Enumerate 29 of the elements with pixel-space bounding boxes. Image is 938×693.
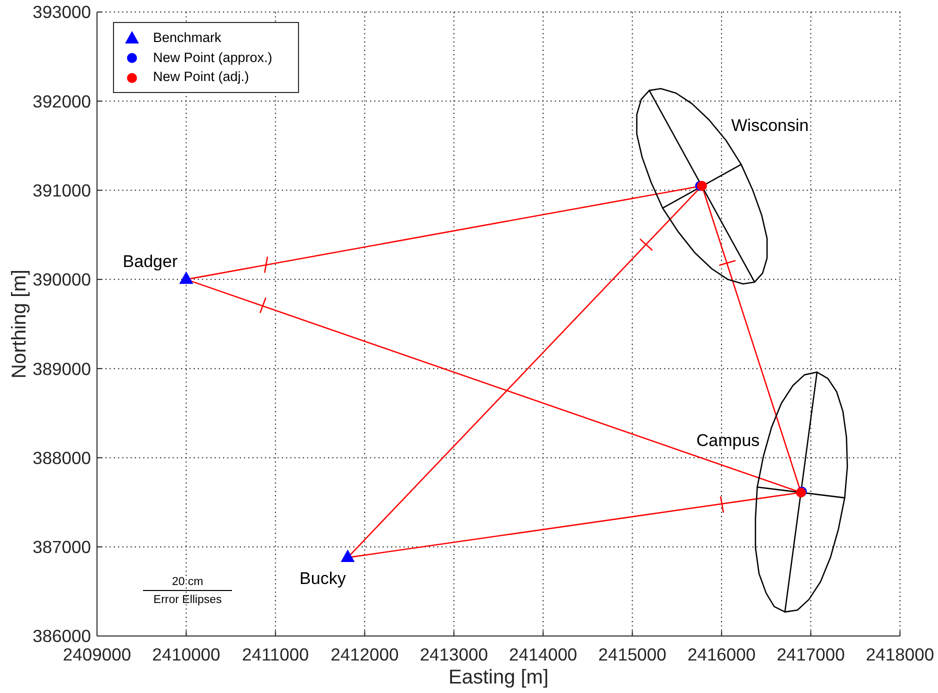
annotation: Badger [122, 252, 178, 272]
legend-label: Benchmark [153, 29, 222, 47]
x-tick-label: 2413000 [420, 644, 488, 664]
x-tick-label: 2410000 [152, 644, 221, 664]
x-tick-label: 2416000 [687, 644, 756, 664]
annotation: Wisconsin [731, 116, 809, 136]
x-tick-label: 2414000 [509, 644, 578, 664]
annotation: Bucky [300, 568, 346, 589]
x-axis-title: Easting [m] [448, 666, 549, 690]
y-tick-label: 386000 [32, 626, 92, 646]
x-tick-label: 2412000 [330, 644, 399, 664]
y-tick-label: 389000 [32, 358, 92, 379]
x-tick-label: 2409000 [62, 644, 132, 664]
annotation: Campus [696, 431, 760, 451]
x-tick-label: 2415000 [598, 644, 667, 664]
annotation: 20 cm [170, 575, 204, 589]
y-tick-label: 393000 [32, 2, 92, 22]
x-tick-label: 2411000 [242, 644, 310, 664]
legend-label: New Point (adj.) [153, 68, 250, 86]
y-tick-label: 388000 [32, 448, 92, 468]
legend-label: New Point (approx.) [153, 48, 272, 67]
y-tick-label: 387000 [32, 537, 92, 558]
y-axis-title: Northing [m] [8, 270, 32, 378]
y-tick-label: 390000 [32, 270, 92, 290]
x-tick-label: 2418000 [866, 644, 934, 664]
y-tick-label: 391000 [32, 180, 92, 200]
x-tick-label: 2417000 [776, 644, 846, 664]
y-tick-label: 392000 [32, 91, 92, 112]
annotation: Error Ellipses [152, 593, 223, 607]
